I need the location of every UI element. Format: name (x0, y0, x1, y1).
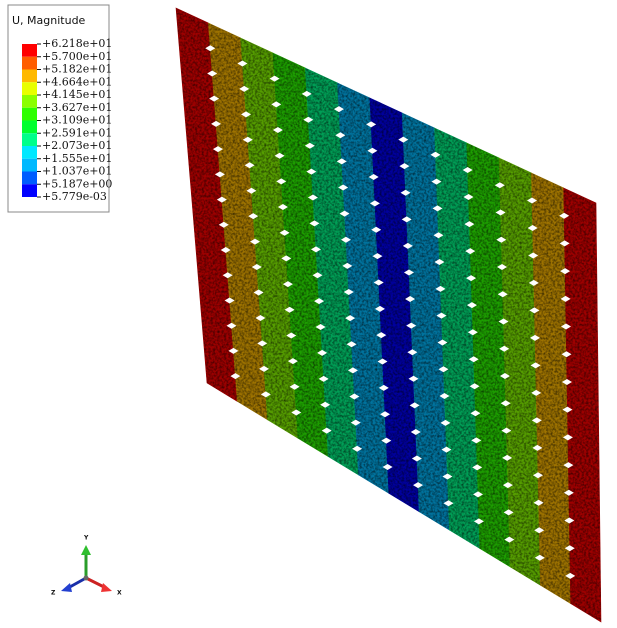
legend-label: +3.627e+01 (42, 101, 112, 114)
legend-label: +6.218e+01 (42, 37, 112, 50)
legend-label: +4.664e+01 (42, 75, 112, 88)
legend-label: +5.700e+01 (42, 50, 112, 63)
page: {"legend": {"title": "U, Magnitude", "la… (0, 0, 617, 628)
legend-label: +1.037e+01 (42, 165, 112, 178)
legend-swatch (22, 95, 37, 108)
legend-label: +4.145e+01 (42, 88, 112, 101)
origin (84, 576, 89, 581)
legend-label: +5.182e+01 (42, 63, 112, 76)
legend-label: +2.591e+01 (42, 126, 112, 139)
legend-swatch (22, 159, 37, 172)
z-arrowhead (61, 583, 72, 592)
legend-swatch (22, 108, 37, 121)
legend: +6.218e+01+5.700e+01+5.182e+01+4.664e+01… (22, 37, 112, 203)
legend-label: +5.779e-03 (42, 190, 107, 203)
legend-swatch (22, 57, 37, 70)
x-arrowhead (101, 583, 112, 592)
body: U, Magnitude +6.218e+01+5.700e+01+5.182e… (0, 0, 617, 628)
legend-title: U, Magnitude (12, 14, 86, 27)
axis-triad: Y X Z (51, 535, 122, 597)
legend-label: +2.073e+01 (42, 139, 112, 152)
legend-label: +3.109e+01 (42, 114, 112, 127)
legend-swatch (22, 70, 37, 83)
z-axis-label: Z (51, 590, 56, 597)
legend-swatch (22, 184, 37, 197)
legend-swatch (22, 82, 37, 95)
legend-swatch (22, 172, 37, 185)
legend-label: +5.187e+00 (42, 177, 112, 190)
lattice-model (176, 8, 601, 622)
x-axis-label: X (117, 590, 122, 597)
y-axis-label: Y (83, 535, 89, 542)
legend-label: +1.555e+01 (42, 152, 112, 165)
legend-swatch (22, 44, 37, 57)
legend-swatch (22, 121, 37, 134)
legend-swatch (22, 133, 37, 146)
legend-swatch (22, 146, 37, 159)
y-arrowhead (81, 545, 91, 555)
viewport: U, Magnitude +6.218e+01+5.700e+01+5.182e… (0, 0, 617, 628)
